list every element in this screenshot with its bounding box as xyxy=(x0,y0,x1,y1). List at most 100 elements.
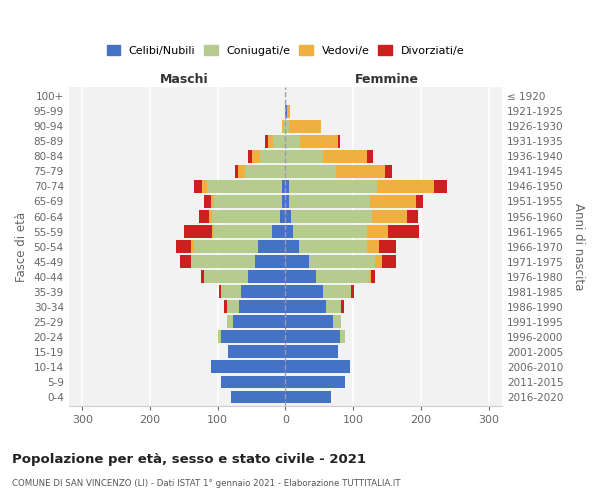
Bar xyxy=(191,240,194,253)
Bar xyxy=(286,210,291,223)
Bar xyxy=(194,240,258,253)
Bar xyxy=(434,180,446,193)
Bar xyxy=(219,286,221,298)
Bar xyxy=(323,150,367,163)
Bar xyxy=(309,255,376,268)
Bar xyxy=(208,180,282,193)
Text: COMUNE DI SAN VINCENZO (LI) - Dati ISTAT 1° gennaio 2021 - Elaborazione TUTTITAL: COMUNE DI SAN VINCENZO (LI) - Dati ISTAT… xyxy=(12,479,401,488)
Bar xyxy=(289,120,321,132)
Bar xyxy=(286,225,293,238)
Bar xyxy=(367,225,388,238)
Legend: Celibi/Nubili, Coniugati/e, Vedovi/e, Divorziati/e: Celibi/Nubili, Coniugati/e, Vedovi/e, Di… xyxy=(107,45,464,56)
Bar xyxy=(221,376,286,388)
Bar xyxy=(204,270,248,283)
Bar xyxy=(371,270,375,283)
Text: Popolazione per età, sesso e stato civile - 2021: Popolazione per età, sesso e stato civil… xyxy=(12,452,366,466)
Bar xyxy=(212,210,280,223)
Bar xyxy=(255,255,286,268)
Bar xyxy=(239,300,286,313)
Bar xyxy=(286,165,336,178)
Bar xyxy=(181,255,191,268)
Bar xyxy=(286,135,300,147)
Bar xyxy=(351,286,355,298)
Bar xyxy=(293,225,367,238)
Bar xyxy=(385,165,392,178)
Bar xyxy=(289,180,377,193)
Bar xyxy=(268,135,273,147)
Bar xyxy=(233,316,286,328)
Bar xyxy=(416,195,423,208)
Bar xyxy=(340,330,345,343)
Bar xyxy=(379,240,396,253)
Bar xyxy=(286,316,333,328)
Bar xyxy=(367,240,379,253)
Bar xyxy=(286,300,326,313)
Bar xyxy=(238,165,245,178)
Bar xyxy=(248,150,251,163)
Bar xyxy=(286,180,289,193)
Bar xyxy=(282,195,286,208)
Bar xyxy=(245,165,286,178)
Text: Maschi: Maschi xyxy=(160,72,208,86)
Bar xyxy=(333,316,341,328)
Bar xyxy=(367,150,373,163)
Bar xyxy=(291,210,372,223)
Bar xyxy=(300,135,338,147)
Bar xyxy=(184,225,212,238)
Bar xyxy=(258,240,286,253)
Bar xyxy=(202,180,208,193)
Bar xyxy=(228,346,286,358)
Bar xyxy=(336,165,385,178)
Bar xyxy=(221,330,286,343)
Bar xyxy=(382,255,396,268)
Bar xyxy=(286,195,289,208)
Bar xyxy=(283,120,286,132)
Bar xyxy=(211,360,286,374)
Bar xyxy=(286,390,331,404)
Bar xyxy=(326,300,341,313)
Bar xyxy=(231,390,286,404)
Bar xyxy=(286,120,289,132)
Bar xyxy=(316,270,368,283)
Bar xyxy=(289,195,370,208)
Bar xyxy=(280,210,286,223)
Bar xyxy=(388,225,419,238)
Bar xyxy=(407,210,418,223)
Bar xyxy=(282,120,283,132)
Bar xyxy=(176,240,191,253)
Bar xyxy=(201,270,204,283)
Bar xyxy=(370,195,416,208)
Bar xyxy=(199,210,209,223)
Bar xyxy=(286,286,323,298)
Bar xyxy=(214,225,272,238)
Bar xyxy=(286,360,350,374)
Bar xyxy=(209,210,212,223)
Bar xyxy=(372,210,407,223)
Bar xyxy=(286,330,340,343)
Bar xyxy=(323,286,351,298)
Bar xyxy=(272,225,286,238)
Bar xyxy=(286,240,299,253)
Bar xyxy=(218,330,221,343)
Bar xyxy=(260,150,286,163)
Bar xyxy=(282,180,286,193)
Text: Femmine: Femmine xyxy=(355,72,419,86)
Bar xyxy=(235,165,238,178)
Bar xyxy=(286,105,287,118)
Bar xyxy=(265,135,268,147)
Bar xyxy=(251,150,260,163)
Bar xyxy=(273,135,286,147)
Bar xyxy=(212,225,214,238)
Bar xyxy=(368,270,371,283)
Bar xyxy=(286,346,338,358)
Y-axis label: Anni di nascita: Anni di nascita xyxy=(572,203,585,290)
Bar xyxy=(341,300,344,313)
Bar xyxy=(204,195,211,208)
Bar xyxy=(287,105,290,118)
Bar xyxy=(191,255,255,268)
Bar xyxy=(241,286,286,298)
Bar xyxy=(227,300,239,313)
Bar xyxy=(377,180,434,193)
Bar xyxy=(221,286,241,298)
Bar xyxy=(286,150,323,163)
